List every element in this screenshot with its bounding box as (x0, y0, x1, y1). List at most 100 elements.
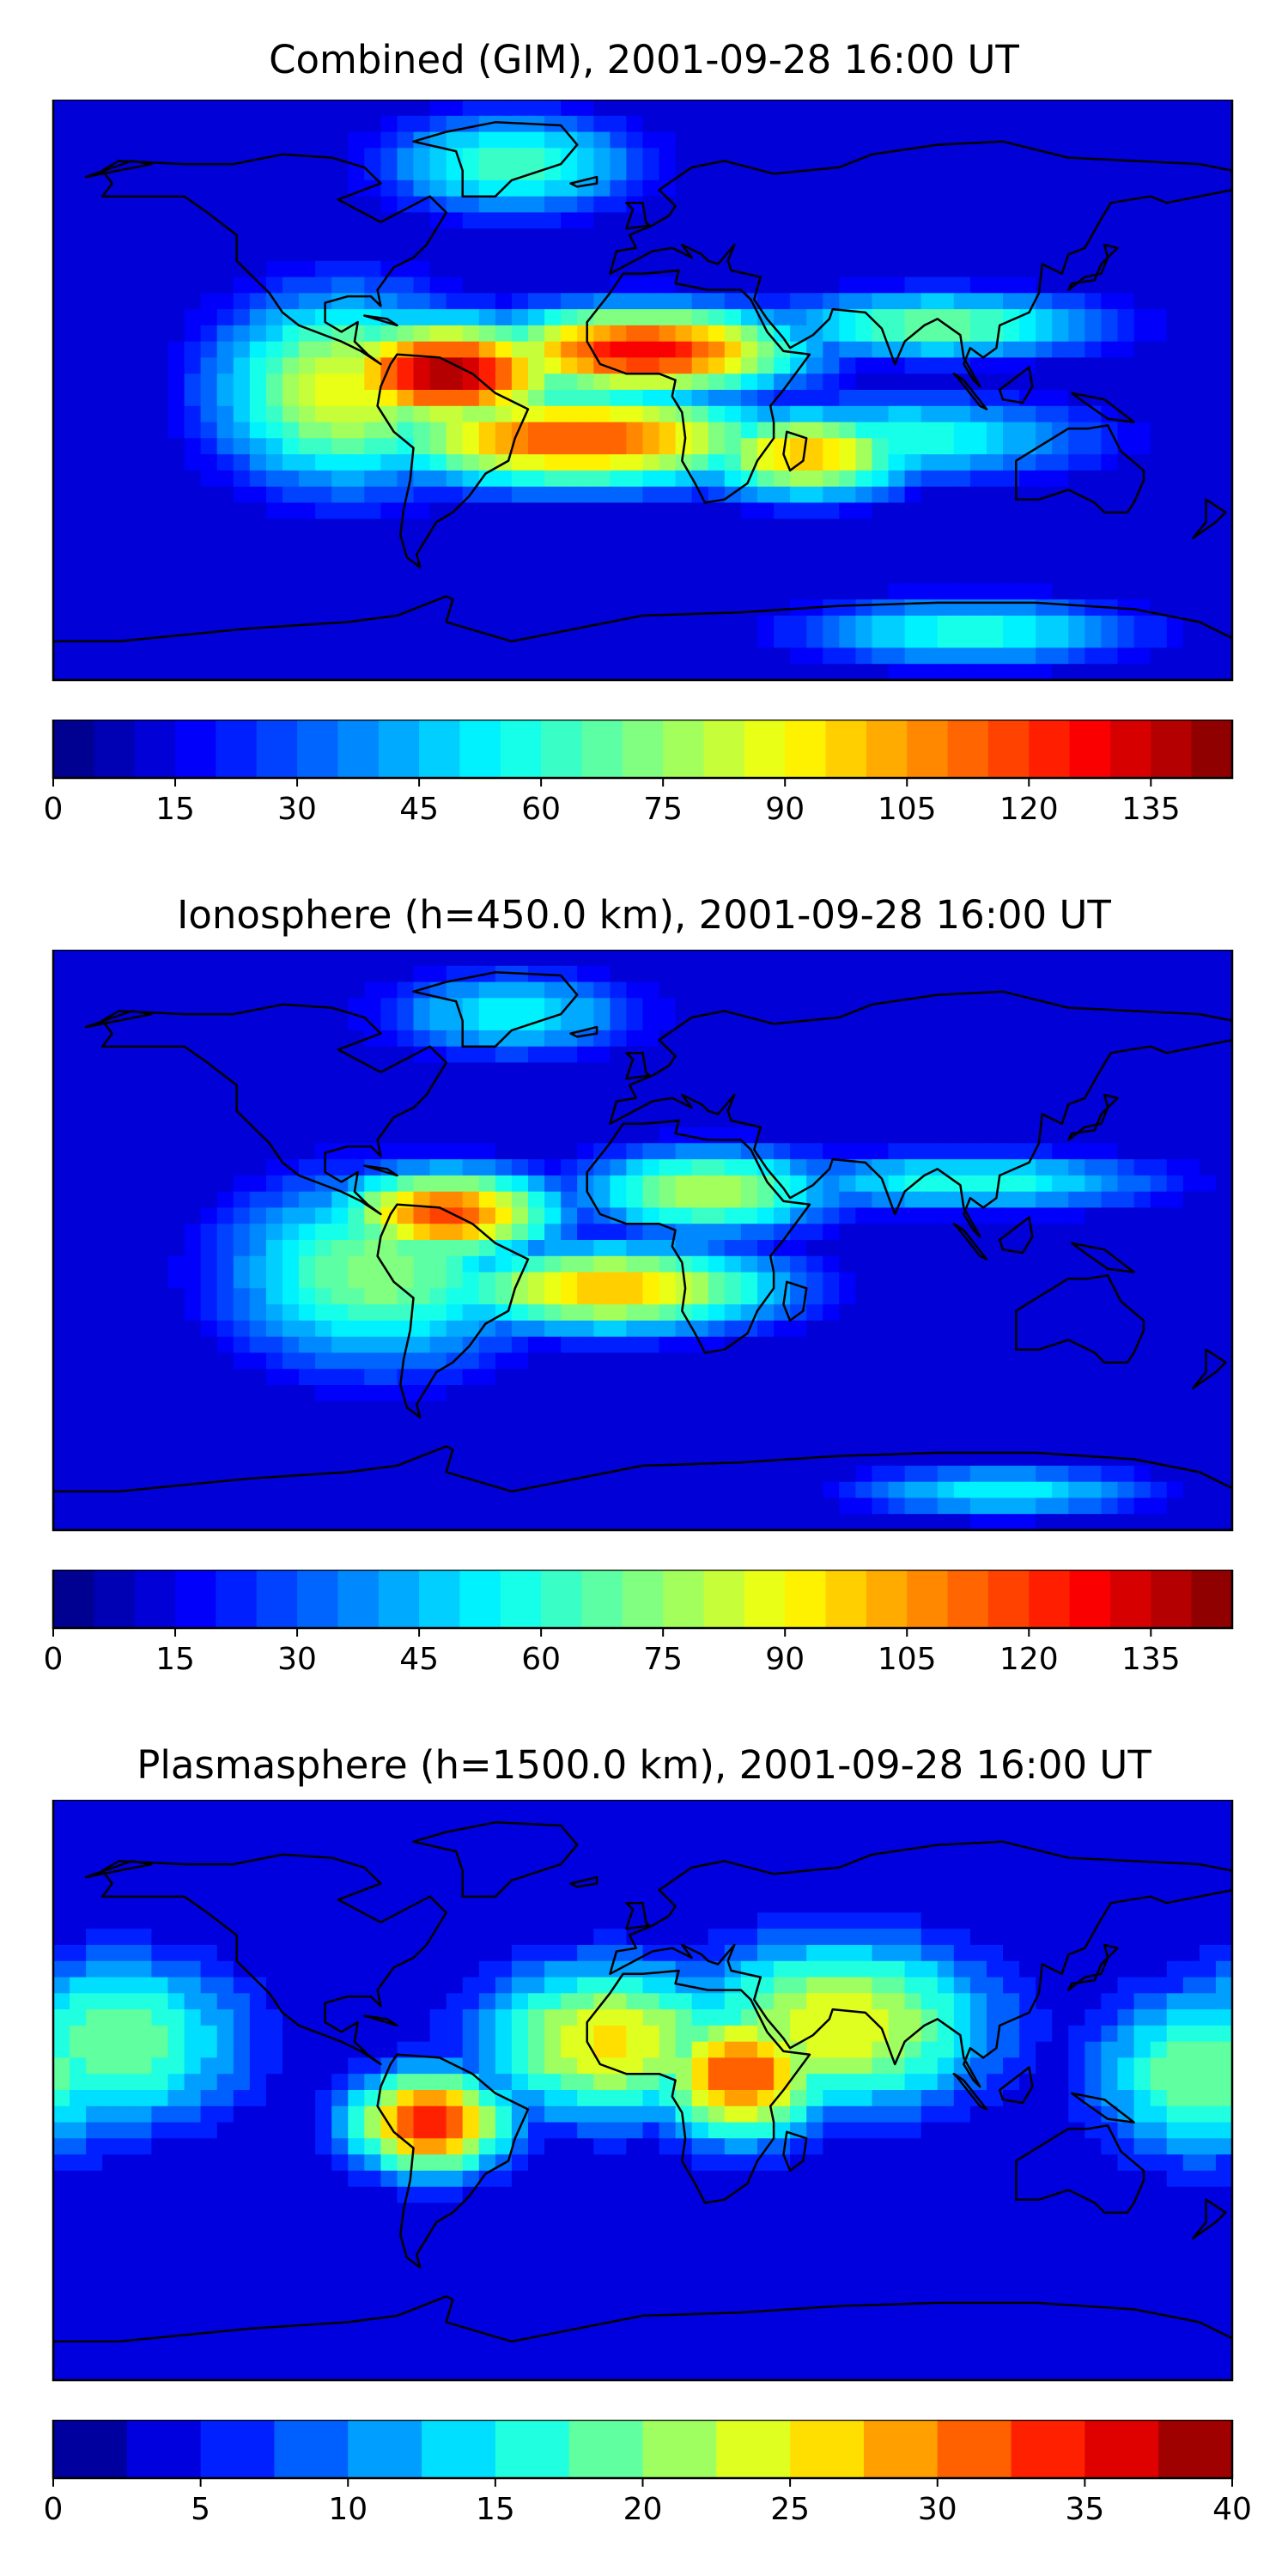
field-cell (283, 567, 300, 584)
field-cell (920, 583, 939, 600)
field-cell (249, 374, 267, 391)
field-cell (872, 1224, 890, 1241)
field-cell (626, 1272, 644, 1289)
field-cell (167, 1255, 185, 1273)
field-cell (249, 325, 267, 343)
field-cell (70, 1095, 87, 1112)
field-cell (691, 470, 709, 488)
field-cell (806, 390, 823, 407)
field-cell (135, 1400, 152, 1419)
field-cell (691, 357, 709, 374)
field-cell (151, 1046, 169, 1064)
field-cell (1052, 599, 1069, 617)
field-cell (774, 405, 791, 423)
field-cell (708, 1046, 726, 1064)
field-cell (839, 1014, 856, 1031)
field-cell (1133, 325, 1151, 343)
field-cell (740, 276, 758, 294)
field-cell (937, 1175, 955, 1193)
field-cell (691, 1433, 709, 1450)
field-cell (757, 325, 775, 343)
field-cell (299, 647, 316, 665)
field-cell (757, 422, 775, 439)
field-cell (626, 981, 644, 999)
field-cell (610, 1062, 628, 1079)
field-cell (888, 309, 906, 326)
field-cell (1068, 374, 1085, 391)
field-cell (1036, 245, 1053, 262)
field-cell (724, 196, 742, 214)
field-cell (364, 1272, 381, 1289)
field-cell (1084, 148, 1103, 165)
field-cell (888, 100, 906, 117)
field-cell (495, 438, 513, 455)
field-cell (1199, 1400, 1217, 1419)
field-cell (462, 245, 480, 262)
field-cell (1003, 1385, 1020, 1402)
field-cell (478, 1207, 496, 1224)
field-cell (987, 1272, 1004, 1289)
field-cell (1150, 998, 1168, 1015)
field-cell (855, 341, 873, 359)
field-cell (740, 1159, 758, 1176)
field-cell (413, 1320, 431, 1338)
field-cell (1068, 1030, 1085, 1048)
field-cell (184, 647, 202, 665)
field-cell (1150, 148, 1168, 165)
field-cell (1182, 1224, 1200, 1241)
field-cell (151, 519, 169, 536)
field-cell (380, 1191, 398, 1209)
field-cell (331, 599, 349, 617)
field-cell (1182, 1352, 1200, 1370)
field-cell (659, 1400, 677, 1419)
field-cell (380, 1369, 398, 1386)
field-cell (216, 1062, 234, 1079)
field-cell (1101, 1143, 1119, 1160)
field-cell (70, 179, 87, 197)
field-cell (855, 664, 873, 680)
field-cell (708, 228, 726, 246)
field-cell (249, 422, 267, 439)
field-cell (823, 1030, 840, 1048)
field-cell (904, 998, 922, 1015)
field-cell (102, 550, 119, 568)
field-cell (184, 535, 202, 552)
field-cell (364, 1433, 381, 1450)
field-cell (184, 1175, 202, 1193)
field-cell (691, 1304, 709, 1321)
field-cell (1150, 567, 1168, 584)
field-cell (642, 1255, 660, 1273)
field-cell (86, 1030, 103, 1048)
field-cell (920, 1336, 939, 1354)
field-cell (1068, 1385, 1085, 1402)
field-cell (364, 1385, 381, 1402)
field-cell (102, 1030, 119, 1048)
field-cell (167, 1159, 185, 1176)
field-cell (70, 567, 87, 584)
field-cell (577, 1352, 594, 1370)
field-cell (888, 1417, 906, 1434)
field-cell (937, 131, 955, 149)
field-cell (70, 535, 87, 552)
field-cell (70, 293, 87, 310)
field-cell (364, 1175, 381, 1193)
field-cell (53, 519, 70, 536)
field-cell (86, 309, 103, 326)
field-cell (577, 615, 594, 633)
field-cell (429, 631, 447, 649)
field-cell (511, 1110, 529, 1128)
field-cell (1101, 212, 1119, 229)
field-cell (561, 486, 578, 504)
field-cell (184, 1159, 202, 1176)
field-cell (86, 228, 103, 246)
field-cell (265, 1369, 283, 1386)
field-cell (462, 998, 480, 1015)
field-cell (348, 664, 365, 680)
field-cell (283, 502, 300, 519)
field-cell (872, 148, 890, 165)
field-cell (691, 647, 709, 665)
field-cell (200, 438, 218, 455)
field-cell (953, 1288, 971, 1305)
field-cell (691, 148, 709, 165)
field-cell (593, 245, 611, 262)
